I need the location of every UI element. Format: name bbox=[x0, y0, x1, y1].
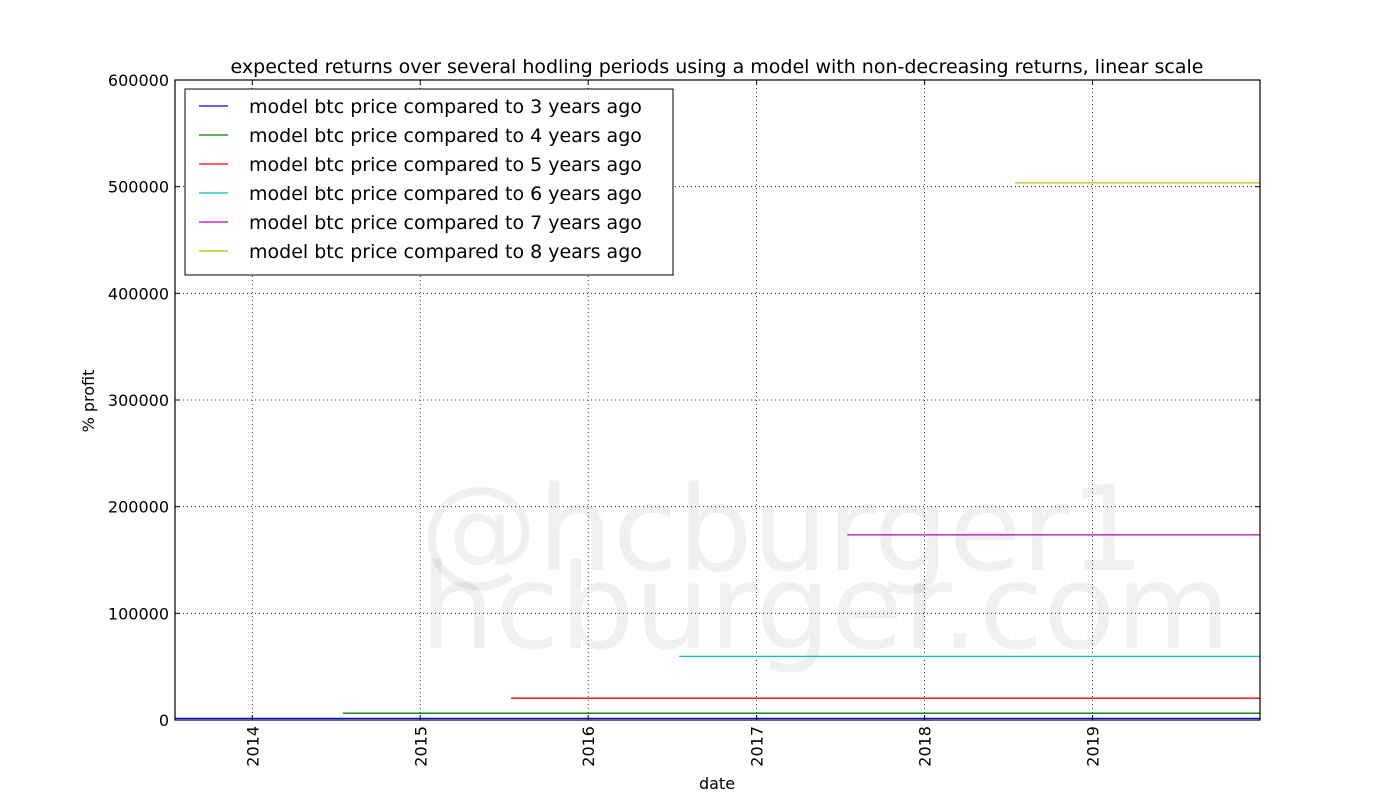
x-tick-label: 2015 bbox=[411, 726, 430, 767]
legend-label: model btc price compared to 5 years ago bbox=[249, 154, 642, 176]
legend-label: model btc price compared to 8 years ago bbox=[249, 241, 642, 263]
series-lines bbox=[175, 182, 1260, 720]
legend: model btc price compared to 3 years ago m… bbox=[184, 88, 674, 276]
x-tick-label: 2014 bbox=[243, 726, 262, 767]
y-tick-label: 0 bbox=[159, 711, 169, 730]
x-axis-label: date bbox=[699, 774, 735, 793]
legend-label: model btc price compared to 3 years ago bbox=[249, 96, 642, 118]
legend-label: model btc price compared to 6 years ago bbox=[249, 183, 642, 205]
y-tick-label: 600000 bbox=[108, 71, 169, 90]
y-tick-label: 300000 bbox=[108, 391, 169, 410]
plot-frame bbox=[174, 79, 1261, 721]
y-axis-label: % profit bbox=[79, 370, 98, 433]
x-tick-label: 2018 bbox=[916, 726, 935, 767]
legend-label: model btc price compared to 4 years ago bbox=[249, 125, 642, 147]
chart-title: expected returns over several hodling pe… bbox=[231, 56, 1204, 78]
watermark-line-2: hcburger.com bbox=[420, 538, 1231, 676]
legend-label: model btc price compared to 7 years ago bbox=[249, 212, 642, 234]
watermark-line-1: @hcburger1 bbox=[420, 460, 1145, 598]
x-tick-label: 2019 bbox=[1084, 726, 1103, 767]
y-tick-label: 400000 bbox=[108, 284, 169, 303]
x-tick-label: 2016 bbox=[579, 726, 598, 767]
y-tick-label: 100000 bbox=[108, 604, 169, 623]
legend-box bbox=[184, 88, 674, 276]
y-tick-label: 500000 bbox=[108, 178, 169, 197]
axes: 0 100000 200000 300000 400000 500000 600000 201… bbox=[108, 71, 1261, 767]
x-tick-label: 2017 bbox=[748, 726, 767, 767]
y-tick-label: 200000 bbox=[108, 498, 169, 517]
watermark: @hcburger1 hcburger.com bbox=[420, 460, 1231, 676]
